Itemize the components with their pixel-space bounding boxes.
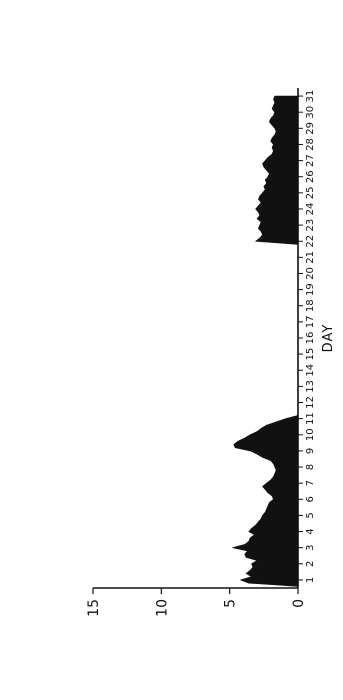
x-tick-label: 4 [305,528,316,534]
y-tick-label: 15 [86,599,102,617]
x-tick-label: 8 [305,464,316,470]
x-tick-label: 29 [305,122,316,135]
x-tick-label: 13 [305,380,316,393]
x-tick-label: 1 [305,577,316,583]
x-tick-label: 23 [305,219,316,232]
x-tick-label: 21 [305,251,316,264]
series-area-1 [232,415,299,587]
x-tick-label: 10 [305,428,316,441]
x-tick-label: 25 [305,186,316,199]
x-axis-label: DAY [321,324,336,353]
y-tick-label: 10 [154,599,170,617]
x-tick-label: 30 [305,106,316,119]
x-tick-label: 14 [305,364,316,377]
x-tick-label: 19 [305,283,316,296]
x-tick-label: 11 [305,412,316,425]
x-tick-label: 27 [305,154,316,167]
x-tick-label: 2 [305,561,316,567]
x-tick-label: 20 [305,267,316,280]
x-tick-label: 18 [305,299,316,312]
x-tick-label: 6 [305,496,316,502]
y-tick-label: 0 [291,599,307,608]
x-tick-label: 9 [305,448,316,454]
x-tick-label: 17 [305,316,316,329]
x-tick-label: 22 [305,235,316,248]
x-tick-label: 26 [305,170,316,183]
y-tick-layer: 0 5 10 15 [86,588,307,617]
series-area-2 [254,95,299,245]
x-tick-label: 12 [305,396,316,409]
x-tick-label: 16 [305,332,316,345]
x-tick-label: 3 [305,544,316,550]
plot-area: 1234567891011121314151617181920212223242… [86,88,336,617]
x-tick-label: 28 [305,138,316,151]
x-tick-layer: 1234567891011121314151617181920212223242… [298,90,316,583]
y-tick-label: 5 [223,599,239,608]
x-tick-label: 31 [305,90,316,103]
series-layer [232,95,299,587]
x-tick-label: 24 [305,203,316,216]
x-tick-label: 7 [305,480,316,486]
x-tick-label: 15 [305,348,316,361]
x-tick-label: 5 [305,512,316,518]
